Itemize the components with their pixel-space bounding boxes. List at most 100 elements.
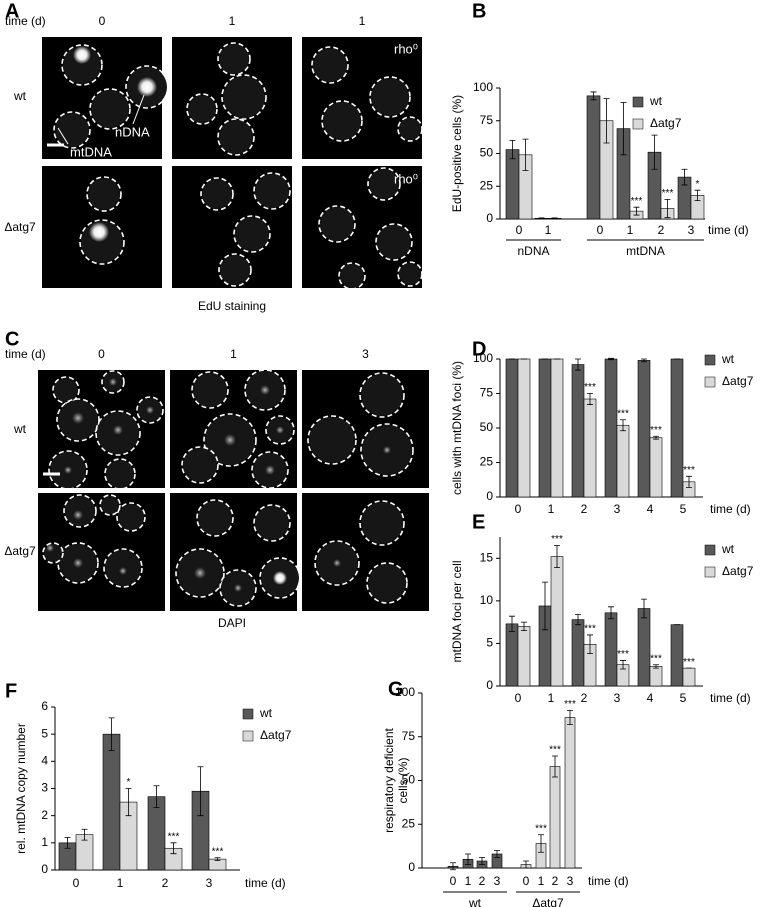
- cell: [219, 120, 253, 154]
- legend-swatch: [704, 566, 716, 578]
- x-tick-label: 2: [479, 874, 486, 888]
- cell-outline: [265, 415, 295, 445]
- cell: [54, 378, 78, 402]
- cell: [309, 417, 355, 463]
- cell: [198, 501, 232, 535]
- fluorescent-spot: [146, 406, 154, 414]
- fluorescent-spot: [72, 412, 84, 424]
- error-bar: [590, 91, 597, 101]
- y-tick-label: 0: [486, 678, 493, 692]
- error-bar: [603, 98, 610, 144]
- y-axis-label: EdU-positive cells (%): [450, 95, 464, 212]
- error-bar: [509, 615, 515, 632]
- significance-label: ***: [551, 534, 563, 545]
- cell-outline: [233, 215, 271, 253]
- pointer: [132, 94, 145, 125]
- cell-outline: [397, 116, 423, 142]
- cell: [255, 506, 289, 540]
- x-axis-label: time (d): [708, 223, 749, 237]
- y-tick-label: 100: [395, 685, 415, 699]
- cell: [63, 46, 101, 84]
- bar: [550, 556, 564, 687]
- y-tick-label: 3: [41, 781, 48, 795]
- cell-outline: [57, 542, 99, 584]
- error-bar: [608, 606, 614, 620]
- cell: [320, 207, 354, 241]
- x-tick-label: 2: [581, 691, 588, 705]
- cell-outline: [52, 376, 80, 404]
- significance-label: ***: [564, 699, 576, 710]
- cell: [255, 174, 289, 208]
- y-tick-label: 75: [480, 386, 494, 400]
- error-bar: [608, 357, 614, 361]
- y-tick-label: 4: [41, 754, 48, 768]
- bar: [517, 626, 531, 687]
- cell-outline: [307, 415, 357, 465]
- cell-outline: [367, 167, 401, 201]
- bar: [505, 623, 519, 687]
- y-tick-label: 10: [480, 593, 494, 607]
- fluorescent-spot: [234, 584, 242, 592]
- error-bar: [681, 168, 688, 186]
- cell-outline: [321, 100, 363, 142]
- legend-swatch: [704, 544, 716, 556]
- pointer: [57, 127, 69, 145]
- cell-outline: [196, 499, 234, 537]
- bar: [505, 358, 519, 498]
- significance-label: ***: [650, 653, 662, 664]
- legend-swatch: [242, 708, 254, 720]
- time-label: time (d): [5, 347, 46, 361]
- fluorescent-spot: [276, 426, 284, 434]
- x-tick-label: 5: [680, 691, 687, 705]
- error-bar: [567, 710, 573, 725]
- legend-label: Δatg7: [722, 374, 754, 388]
- legend-label: Δatg7: [650, 116, 682, 130]
- fluorescent-spot: [46, 544, 54, 552]
- significance-label: *: [127, 777, 131, 788]
- cell-outline: [369, 76, 411, 118]
- error-bar: [620, 419, 626, 432]
- cell-outline: [397, 261, 423, 287]
- x-tick-label: 4: [647, 691, 654, 705]
- y-tick-label: 0: [486, 211, 493, 225]
- caption: EdU staining: [198, 299, 266, 313]
- error-bar: [153, 785, 160, 808]
- row-label: Δatg7: [4, 544, 36, 558]
- cell: [183, 448, 217, 482]
- bar: [670, 358, 684, 498]
- bar: [102, 733, 121, 871]
- error-bar: [538, 834, 544, 853]
- cell-outline: [104, 458, 136, 490]
- bar: [682, 667, 696, 687]
- error-bar: [465, 853, 471, 865]
- fluorescent-spot: [73, 510, 83, 520]
- cell-outline: [53, 111, 91, 149]
- error-bar: [664, 198, 671, 219]
- error-bar: [633, 206, 640, 216]
- x-tick-label: 1: [538, 874, 545, 888]
- bar: [549, 766, 561, 869]
- error-bar: [523, 860, 529, 869]
- cell: [91, 90, 129, 128]
- x-tick-label: 3: [206, 876, 213, 890]
- cell-outline: [86, 176, 122, 212]
- significance-label: ***: [549, 745, 561, 756]
- x-tick-label: 2: [581, 502, 588, 516]
- significance-label: *: [696, 179, 700, 190]
- group-label: nDNA: [517, 244, 549, 258]
- legend-label: wt: [649, 94, 663, 108]
- bar: [571, 364, 585, 498]
- cell: [55, 113, 89, 147]
- error-bar: [214, 857, 221, 861]
- x-tick-label: 3: [494, 874, 501, 888]
- cell-outline: [338, 262, 366, 290]
- cell-outline: [175, 548, 225, 598]
- error-bar: [641, 598, 647, 619]
- cell-outline: [318, 205, 356, 243]
- group-label: mtDNA: [626, 244, 665, 258]
- error-bar: [125, 788, 132, 817]
- y-axis-label: rel. mtDNA copy number: [14, 723, 28, 854]
- panel-letter: F: [5, 680, 17, 702]
- bar: [637, 360, 651, 498]
- y-axis-label: cells with mtDNA foci (%): [450, 361, 464, 495]
